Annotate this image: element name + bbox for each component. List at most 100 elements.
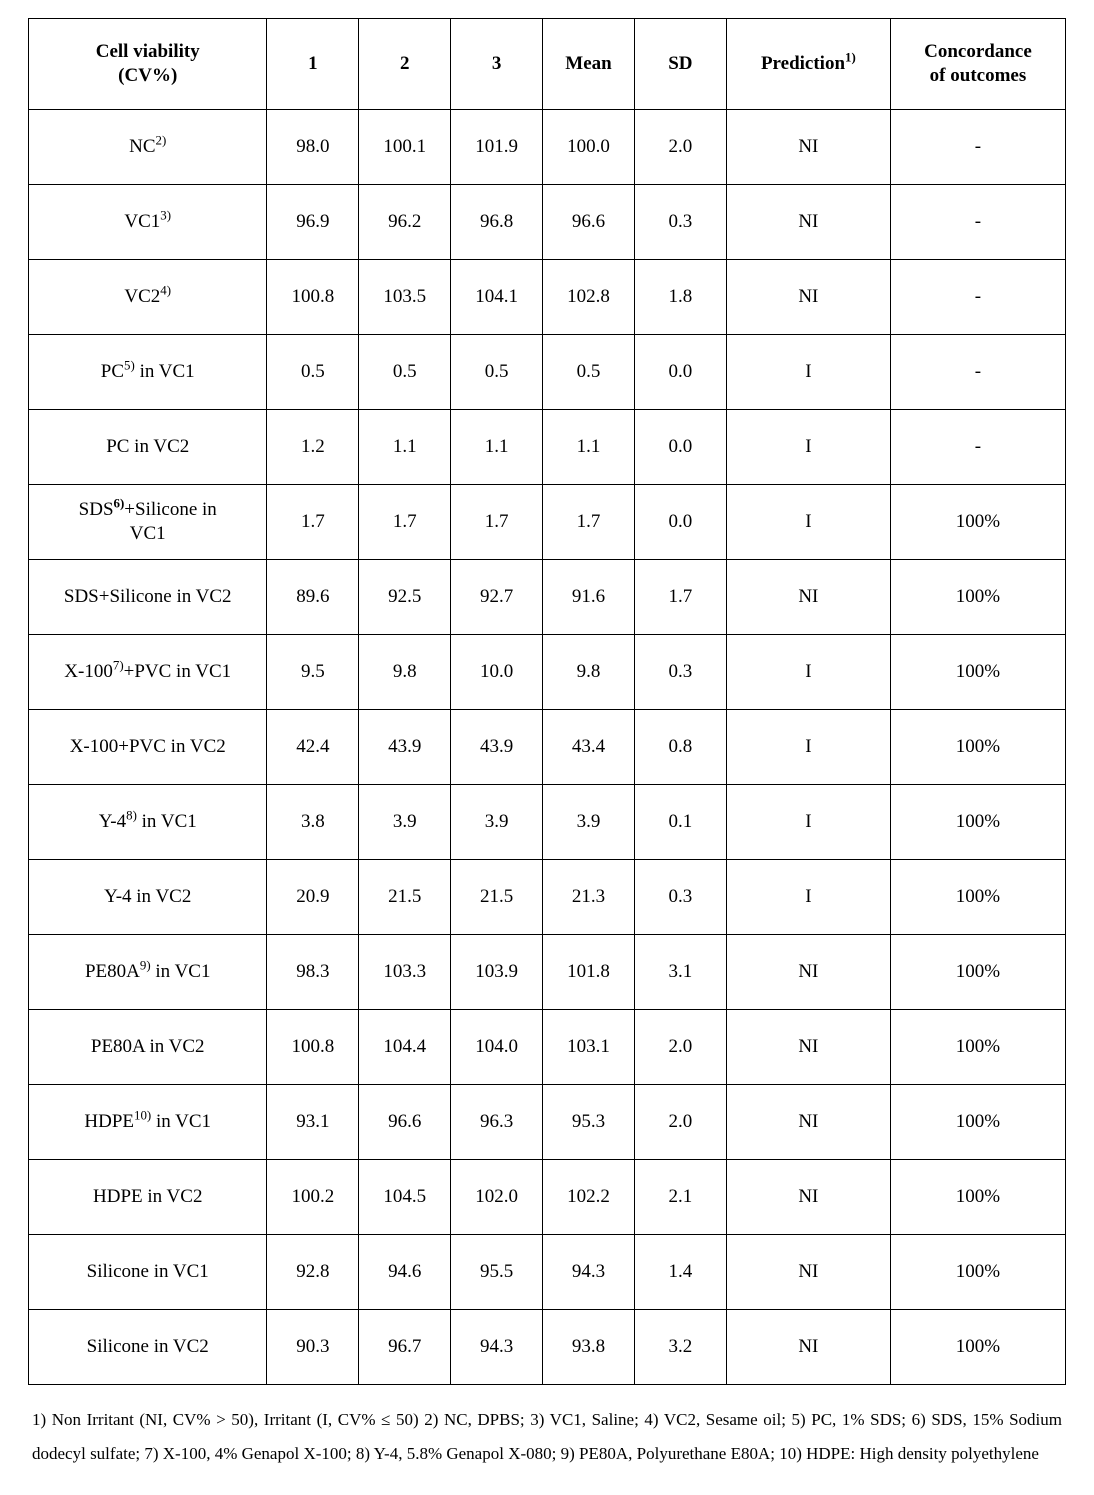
cell-v2: 1.1 (359, 410, 451, 485)
column-header-7: Concordanceof outcomes (890, 19, 1065, 110)
cell-mean: 100.0 (543, 110, 635, 185)
cell-v2: 96.2 (359, 185, 451, 260)
cell-sd: 1.7 (634, 560, 726, 635)
cell-v3: 103.9 (451, 935, 543, 1010)
column-header-0: Cell viability(CV%) (29, 19, 267, 110)
column-header-4: Mean (543, 19, 635, 110)
table-row: HDPE in VC2100.2104.5102.0102.22.1NI100% (29, 1160, 1066, 1235)
table-row: PE80A9) in VC198.3103.3103.9101.83.1NI10… (29, 935, 1066, 1010)
cell-concordance: 100% (890, 635, 1065, 710)
table-body: NC2)98.0100.1101.9100.02.0NI-VC13)96.996… (29, 110, 1066, 1385)
header-row: Cell viability(CV%)123MeanSDPrediction1)… (29, 19, 1066, 110)
row-label: X-1007)+PVC in VC1 (29, 635, 267, 710)
row-label: VC24) (29, 260, 267, 335)
cell-concordance: - (890, 335, 1065, 410)
cell-v3: 101.9 (451, 110, 543, 185)
cell-v2: 3.9 (359, 785, 451, 860)
cell-v2: 0.5 (359, 335, 451, 410)
cell-v1: 90.3 (267, 1310, 359, 1385)
cell-v3: 104.1 (451, 260, 543, 335)
cell-sd: 0.3 (634, 185, 726, 260)
cell-v3: 10.0 (451, 635, 543, 710)
table-row: Silicone in VC192.894.695.594.31.4NI100% (29, 1235, 1066, 1310)
column-header-5: SD (634, 19, 726, 110)
cell-v3: 0.5 (451, 335, 543, 410)
cell-v2: 104.4 (359, 1010, 451, 1085)
column-header-6: Prediction1) (726, 19, 890, 110)
cell-prediction: I (726, 485, 890, 560)
cell-viability-table: Cell viability(CV%)123MeanSDPrediction1)… (28, 18, 1066, 1385)
cell-mean: 21.3 (543, 860, 635, 935)
cell-mean: 3.9 (543, 785, 635, 860)
column-header-2: 2 (359, 19, 451, 110)
row-label: PC in VC2 (29, 410, 267, 485)
cell-prediction: NI (726, 1160, 890, 1235)
cell-v1: 0.5 (267, 335, 359, 410)
cell-v1: 92.8 (267, 1235, 359, 1310)
cell-v2: 21.5 (359, 860, 451, 935)
cell-v2: 100.1 (359, 110, 451, 185)
cell-v2: 96.6 (359, 1085, 451, 1160)
table-row: PC in VC21.21.11.11.10.0I- (29, 410, 1066, 485)
table-row: Y-48) in VC13.83.93.93.90.1I100% (29, 785, 1066, 860)
cell-sd: 0.1 (634, 785, 726, 860)
cell-v3: 92.7 (451, 560, 543, 635)
cell-sd: 1.4 (634, 1235, 726, 1310)
cell-prediction: NI (726, 1010, 890, 1085)
cell-concordance: 100% (890, 710, 1065, 785)
cell-sd: 1.8 (634, 260, 726, 335)
cell-prediction: I (726, 410, 890, 485)
cell-concordance: 100% (890, 1160, 1065, 1235)
cell-concordance: 100% (890, 935, 1065, 1010)
footnotes: 1) Non Irritant (NI, CV% > 50), Irritant… (28, 1403, 1066, 1471)
table-row: SDS+Silicone in VC289.692.592.791.61.7NI… (29, 560, 1066, 635)
cell-v1: 20.9 (267, 860, 359, 935)
cell-concordance: - (890, 185, 1065, 260)
cell-mean: 43.4 (543, 710, 635, 785)
cell-v3: 1.1 (451, 410, 543, 485)
row-label: SDS+Silicone in VC2 (29, 560, 267, 635)
cell-v3: 43.9 (451, 710, 543, 785)
cell-prediction: I (726, 635, 890, 710)
table-header: Cell viability(CV%)123MeanSDPrediction1)… (29, 19, 1066, 110)
table-row: PE80A in VC2100.8104.4104.0103.12.0NI100… (29, 1010, 1066, 1085)
cell-prediction: I (726, 710, 890, 785)
cell-prediction: NI (726, 110, 890, 185)
cell-concordance: 100% (890, 1010, 1065, 1085)
cell-v3: 3.9 (451, 785, 543, 860)
cell-prediction: I (726, 860, 890, 935)
cell-prediction: I (726, 785, 890, 860)
cell-prediction: I (726, 335, 890, 410)
table-row: PC5) in VC10.50.50.50.50.0I- (29, 335, 1066, 410)
column-header-1: 1 (267, 19, 359, 110)
row-label: VC13) (29, 185, 267, 260)
cell-v3: 1.7 (451, 485, 543, 560)
cell-mean: 95.3 (543, 1085, 635, 1160)
cell-v3: 96.3 (451, 1085, 543, 1160)
table-row: X-100+PVC in VC242.443.943.943.40.8I100% (29, 710, 1066, 785)
cell-v1: 9.5 (267, 635, 359, 710)
cell-mean: 1.1 (543, 410, 635, 485)
row-label: Silicone in VC2 (29, 1310, 267, 1385)
cell-mean: 103.1 (543, 1010, 635, 1085)
column-header-3: 3 (451, 19, 543, 110)
cell-mean: 102.8 (543, 260, 635, 335)
cell-concordance: 100% (890, 560, 1065, 635)
row-label: SDS6)+Silicone inVC1 (29, 485, 267, 560)
cell-mean: 0.5 (543, 335, 635, 410)
cell-concordance: - (890, 410, 1065, 485)
cell-v3: 94.3 (451, 1310, 543, 1385)
cell-v1: 42.4 (267, 710, 359, 785)
row-label: Silicone in VC1 (29, 1235, 267, 1310)
row-label: PE80A9) in VC1 (29, 935, 267, 1010)
table-row: SDS6)+Silicone inVC11.71.71.71.70.0I100% (29, 485, 1066, 560)
cell-prediction: NI (726, 185, 890, 260)
cell-prediction: NI (726, 1310, 890, 1385)
cell-v1: 98.0 (267, 110, 359, 185)
row-label: X-100+PVC in VC2 (29, 710, 267, 785)
cell-sd: 2.0 (634, 110, 726, 185)
table-row: Y-4 in VC220.921.521.521.30.3I100% (29, 860, 1066, 935)
cell-v1: 89.6 (267, 560, 359, 635)
cell-mean: 9.8 (543, 635, 635, 710)
row-label: HDPE10) in VC1 (29, 1085, 267, 1160)
